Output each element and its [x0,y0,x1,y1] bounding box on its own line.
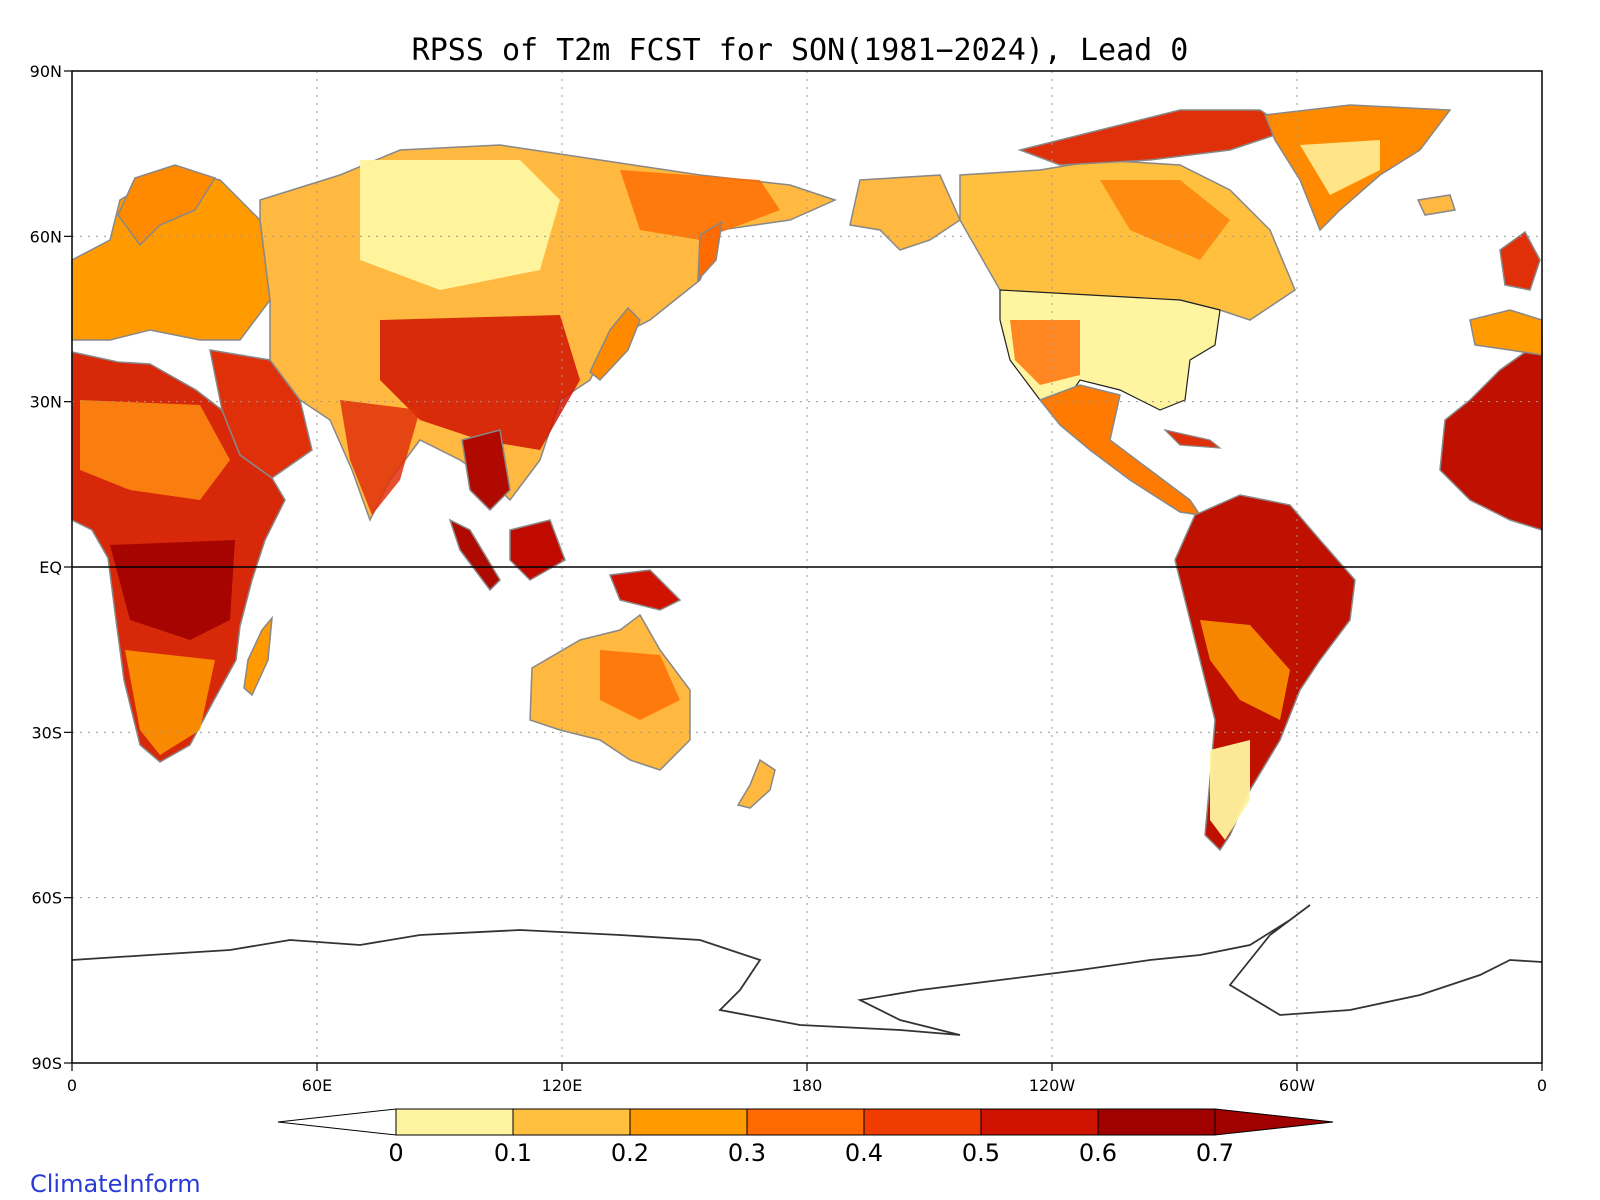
x-tick-label: 0 [1537,1076,1547,1095]
cuba [1163,428,1222,449]
andes-zone [1200,620,1290,720]
x-tick-label: 60E [302,1076,332,1095]
y-tick-label: 90S [31,1054,62,1073]
y-tick-label: 60S [31,889,62,908]
patagonia-zone [1210,740,1250,840]
latitude-axis: 90N 60N 30N EQ 30S 60S 90S [30,62,72,1073]
y-tick-label: 30S [31,723,62,742]
y-tick-label: 30N [30,393,62,412]
colorbar-box [863,1108,982,1136]
madagascar [243,615,273,697]
us-southwest-zone [1010,320,1080,385]
x-tick-label: 0 [67,1076,77,1095]
alaska [849,174,961,251]
indochina [461,429,511,512]
longitude-axis: 0 60E 120E 180 120W 60W 0 [67,1063,1547,1095]
west-africa-edge [1439,338,1543,532]
africa-north-zone [80,400,230,500]
land-shading [71,104,1543,852]
japan [589,306,641,382]
iceland [1416,194,1456,216]
y-tick-label: EQ [39,558,62,577]
x-tick-label: 60W [1279,1076,1315,1095]
colorbar-label: 0.7 [1196,1139,1234,1167]
new-zealand [736,758,776,809]
colorbar-label: 0.5 [962,1139,1000,1167]
x-tick-label: 120E [542,1076,583,1095]
colorbar-box [746,1108,865,1136]
map-area [71,70,1543,1064]
x-tick-label: 120W [1029,1076,1076,1095]
east-siberia-zone [620,170,780,240]
colorbar-label: 0.3 [728,1139,766,1167]
india-zone [340,400,420,515]
x-tick-label: 180 [792,1076,823,1095]
chart-title: RPSS of T2m FCST for SON(1981−2024), Lea… [412,33,1189,68]
y-tick-label: 90N [30,62,62,81]
british-isles-edge [1499,230,1541,291]
colorbar-label: 0.4 [845,1139,883,1167]
hudson-bay-zone [1100,180,1230,260]
africa-congo-zone [110,540,235,640]
colorbar-box [395,1108,514,1136]
colorbar-label: 0.6 [1079,1139,1117,1167]
sumatra [448,518,501,592]
antarctica-outline [71,904,1543,1036]
colorbar-label: 0 [388,1139,403,1167]
y-tick-label: 60N [30,227,62,246]
colorbar-extend-high [1214,1108,1334,1136]
colorbar-box [512,1108,631,1136]
australia-east-zone [600,650,680,720]
mexico-central-america [1038,384,1202,516]
colorbar-extend-low [277,1108,397,1136]
africa-south-zone [125,650,215,755]
scandinavia [117,164,217,247]
colorbar-box [1097,1108,1216,1136]
colorbar-label: 0.2 [611,1139,649,1167]
colorbar-box [629,1108,748,1136]
new-guinea [608,569,682,611]
colorbar-label: 0.1 [494,1139,532,1167]
borneo [509,519,566,581]
colorbar-box [980,1108,1099,1136]
credit-text: ClimateInform [30,1170,201,1198]
china-zone [380,315,580,450]
greenland-interior-zone [1300,140,1380,195]
siberia-zone [360,160,560,290]
colorbar: 0 0.1 0.2 0.3 0.4 0.5 0.6 0.7 [277,1108,1334,1167]
